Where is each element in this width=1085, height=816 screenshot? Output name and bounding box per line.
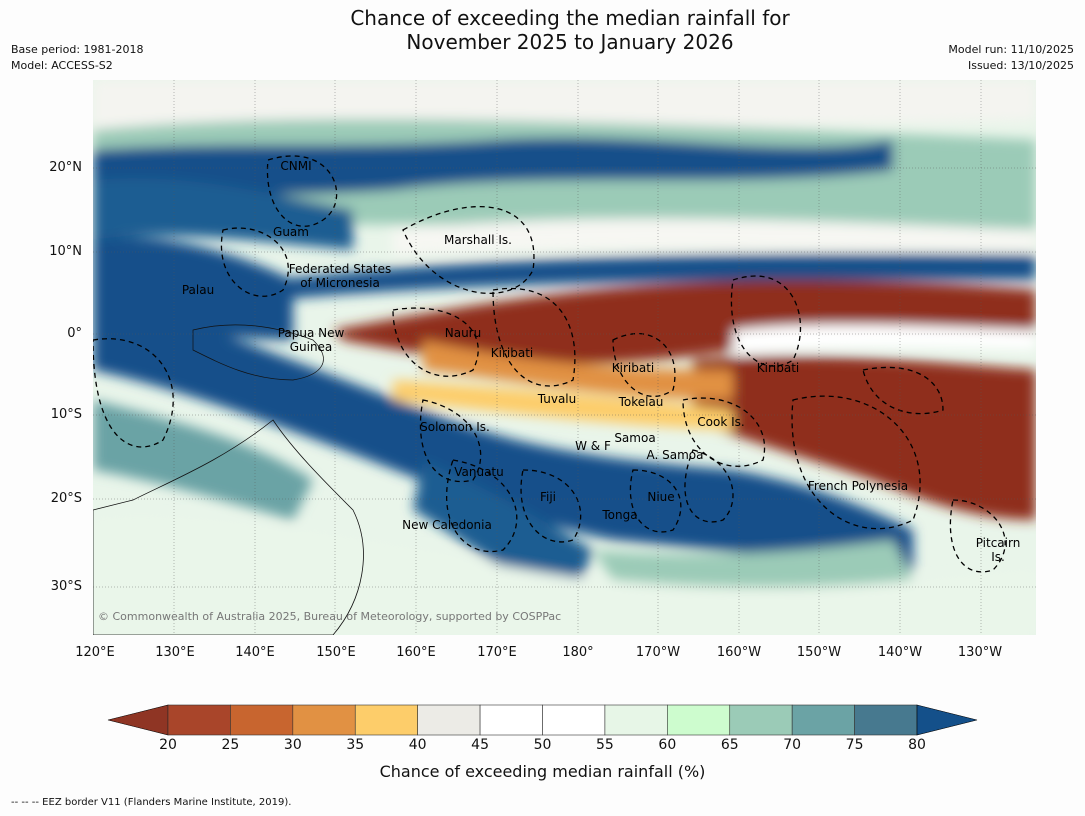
colorbar-cell xyxy=(667,704,731,736)
title-line-1: Chance of exceeding the median rainfall … xyxy=(350,6,790,30)
base-period: Base period: 1981-2018 xyxy=(11,43,144,56)
region-label: Pitcairn xyxy=(976,536,1021,550)
colorbar-tick-label: 65 xyxy=(720,737,739,753)
region-label: Kiribati xyxy=(612,361,654,375)
region-label: CNMI xyxy=(280,159,311,173)
meta-right: Model run: 11/10/2025 Issued: 13/10/2025 xyxy=(948,42,1074,74)
region-label: Nauru xyxy=(445,326,481,340)
lon-label: 140°W xyxy=(877,645,923,660)
region-label: Tokelau xyxy=(618,395,664,409)
region-label: Tonga xyxy=(601,508,637,522)
colorbar-tick-label: 60 xyxy=(658,737,677,753)
copyright-notice: © Commonwealth of Australia 2025, Bureau… xyxy=(98,610,561,623)
colorbar-tick-label: 50 xyxy=(533,737,552,753)
region-label: A. Samoa xyxy=(647,448,704,462)
map-canvas: CNMI Guam Marshall Is. Federated States … xyxy=(93,80,1036,635)
region-label: W & F xyxy=(575,439,611,453)
region-label: Kiribati xyxy=(757,361,799,375)
lat-label: 30°S xyxy=(50,579,82,594)
rainfall-map: CNMI Guam Marshall Is. Federated States … xyxy=(93,80,1036,635)
colorbar-low-extend xyxy=(107,704,169,736)
new-guinea-coastline xyxy=(192,324,324,381)
map-title: Chance of exceeding the median rainfall … xyxy=(0,6,1085,54)
region-label: New Caledonia xyxy=(402,518,492,532)
region-label: Palau xyxy=(182,283,214,297)
eez-borders xyxy=(93,155,1006,573)
colorbar-label: Chance of exceeding median rainfall (%) xyxy=(379,762,706,781)
colorbar-cell xyxy=(604,704,668,736)
lat-label: 10°S xyxy=(50,407,82,422)
colorbar-tick-label: 45 xyxy=(471,737,489,753)
region-label: Solomon Is. xyxy=(420,420,490,434)
region-label: Papua New xyxy=(278,326,345,340)
lon-label: 160°E xyxy=(396,645,436,660)
model-run: Model run: 11/10/2025 xyxy=(948,43,1074,56)
colorbar-cell xyxy=(542,704,606,736)
lat-label: 20°S xyxy=(50,491,82,506)
region-label: Niue xyxy=(647,490,674,504)
colorbar-cell xyxy=(354,704,418,736)
region-label: Kiribati xyxy=(491,346,533,360)
region-label: Guinea xyxy=(290,340,333,354)
meta-left: Base period: 1981-2018 Model: ACCESS-S2 xyxy=(11,42,143,74)
colorbar-tick-label: 40 xyxy=(408,737,427,753)
model-name: Model: ACCESS-S2 xyxy=(11,59,113,72)
colorbar-tick-label: 25 xyxy=(221,737,240,753)
colorbar-cells xyxy=(167,704,918,736)
colorbar-cell xyxy=(791,704,855,736)
colorbar: 20 25 30 35 40 45 50 55 60 65 70 75 80 Chance of exc… xyxy=(0,700,1085,790)
colorbar-graphic xyxy=(107,704,978,736)
region-label: Marshall Is. xyxy=(444,233,512,247)
region-label: of Micronesia xyxy=(300,276,380,290)
lat-label: 0° xyxy=(67,326,82,341)
graticule xyxy=(93,80,1036,635)
colorbar-tick-label: 35 xyxy=(346,737,365,753)
lon-label: 180° xyxy=(562,645,594,660)
colorbar-cell xyxy=(167,704,231,736)
colorbar-tick-label: 55 xyxy=(595,737,614,753)
colorbar-tick-label: 75 xyxy=(845,737,864,753)
colorbar-cell xyxy=(230,704,294,736)
region-label: Tuvalu xyxy=(537,392,577,406)
lat-label: 10°N xyxy=(49,244,82,259)
region-label: Fiji xyxy=(540,490,556,504)
lon-label: 170°W xyxy=(635,645,681,660)
lon-label: 150°W xyxy=(796,645,842,660)
colorbar-high-extend xyxy=(916,704,978,736)
colorbar-cell xyxy=(479,704,543,736)
colorbar-cell xyxy=(417,704,481,736)
lon-label: 140°E xyxy=(235,645,275,660)
region-label: French Polynesia xyxy=(808,479,908,493)
region-label: Is. xyxy=(991,550,1005,564)
lon-label: 150°E xyxy=(316,645,356,660)
lat-label: 20°N xyxy=(49,160,82,175)
australia-coastline xyxy=(93,419,364,635)
title-line-2: November 2025 to January 2026 xyxy=(406,30,734,54)
region-label: Cook Is. xyxy=(697,415,744,429)
colorbar-tick-label: 20 xyxy=(159,737,177,753)
region-label: Vanuatu xyxy=(454,465,504,479)
lon-label: 170°E xyxy=(477,645,517,660)
region-label: Guam xyxy=(273,225,309,239)
issued-date: Issued: 13/10/2025 xyxy=(967,59,1074,72)
lon-label: 160°W xyxy=(716,645,762,660)
lon-label: 120°E xyxy=(75,645,115,660)
lon-label: 130°W xyxy=(957,645,1003,660)
region-labels: CNMI Guam Marshall Is. Federated States … xyxy=(182,159,1020,564)
colorbar-cell xyxy=(854,704,918,736)
region-label: Samoa xyxy=(614,431,655,445)
colorbar-cell xyxy=(729,704,793,736)
colorbar-tick-label: 30 xyxy=(283,737,302,753)
colorbar-tick-label: 70 xyxy=(783,737,802,753)
colorbar-tick-label: 80 xyxy=(908,737,926,753)
lon-label: 130°E xyxy=(155,645,195,660)
colorbar-cell xyxy=(292,704,356,736)
eez-footnote: -- -- -- EEZ border V11 (Flanders Marine… xyxy=(11,797,292,808)
region-label: Federated States xyxy=(289,262,391,276)
